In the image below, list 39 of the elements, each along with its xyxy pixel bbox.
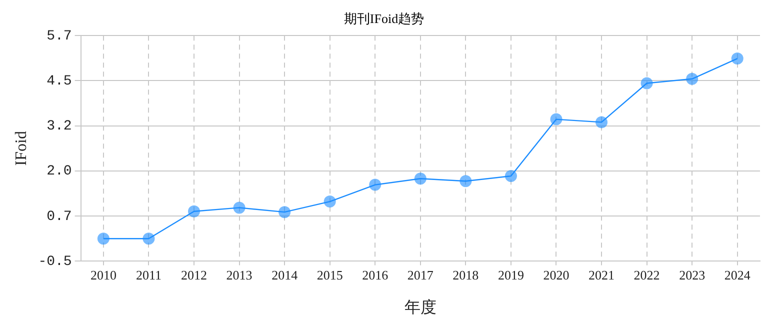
y-tick-label: 2.0 [46,164,72,180]
y-tick-label: -0.5 [38,254,72,270]
point [233,202,246,214]
y-tick-label: 5.7 [46,28,72,44]
point [324,196,336,208]
x-tick-label: 2024 [724,267,751,282]
x-tick-label: 2016 [362,267,389,282]
x-tick-label: 2010 [90,267,116,282]
point [460,175,472,188]
point [640,77,653,90]
x-tick-label: 2015 [316,267,343,282]
point [550,113,562,126]
point [278,206,291,218]
point [369,178,382,191]
x-tick-label: 2021 [588,267,615,282]
point [596,116,608,128]
point [686,72,698,85]
x-tick-label: 2012 [181,267,208,282]
point [142,232,155,245]
x-tick-label: 2011 [136,267,162,282]
point [188,205,200,218]
x-tick-label: 2019 [498,267,524,282]
x-tick-label: 2020 [543,267,570,282]
x-tick-label: 2014 [272,267,298,282]
y-tick-label: 0.7 [46,208,72,225]
point [414,172,426,185]
x-tick-label: 2013 [226,267,252,282]
x-axis-title: 年度 [404,298,436,317]
y-tick-label: 4.5 [46,73,72,90]
x-tick-label: 2023 [679,267,706,282]
point [504,170,517,182]
x-tick-label: 2017 [407,267,434,282]
y-tick-label: 3.2 [46,118,72,135]
x-tick-label: 2022 [634,267,660,282]
chart-title: 期刊IFoid趋势 [344,11,424,26]
point [97,232,110,245]
y-axis-title: IFoid [12,131,30,166]
point [731,52,744,65]
x-tick-label: 2018 [452,267,479,282]
